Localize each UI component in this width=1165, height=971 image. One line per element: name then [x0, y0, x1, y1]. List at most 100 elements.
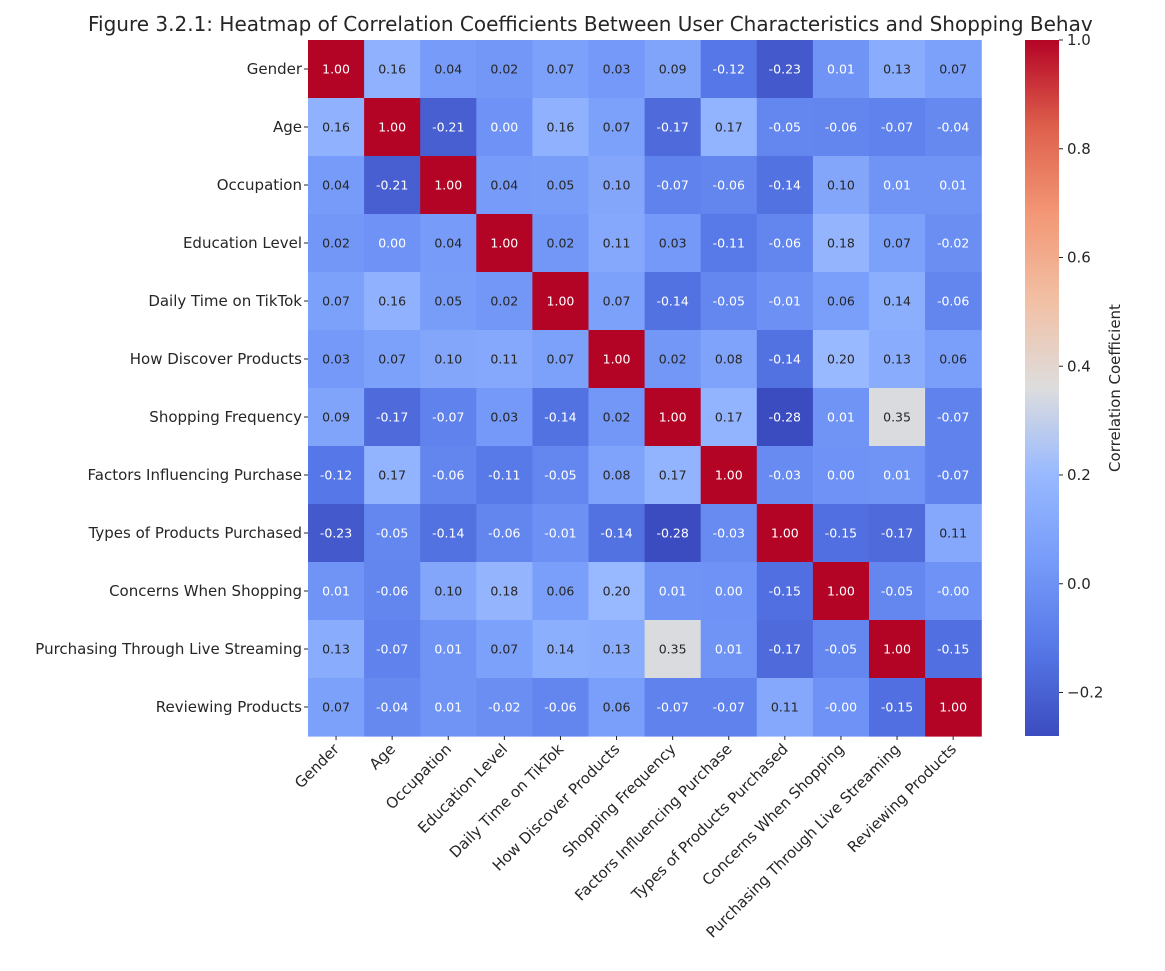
heatmap-cell — [532, 446, 590, 505]
heatmap-cell — [532, 562, 590, 621]
cell-value-label: 0.05 — [434, 294, 462, 309]
heatmap-cell — [925, 272, 982, 331]
heatmap-cell — [869, 504, 926, 563]
cell-value-label: -0.15 — [769, 584, 801, 599]
cell-value-label: 0.01 — [434, 700, 462, 715]
cell-value-label: 0.20 — [603, 584, 631, 599]
cell-value-label: -0.15 — [937, 642, 969, 657]
cell-value-label: 0.05 — [547, 178, 575, 193]
heatmap-cell — [476, 214, 533, 273]
y-tick-label: Purchasing Through Live Streaming — [35, 640, 302, 658]
cell-value-label: 1.00 — [827, 584, 855, 599]
heatmap-cell — [420, 156, 477, 215]
heatmap-cell — [700, 156, 758, 215]
heatmap-cell — [700, 214, 758, 273]
heatmap-cell — [420, 388, 477, 447]
cell-value-label: 1.00 — [883, 642, 911, 657]
heatmap-cell — [925, 330, 982, 389]
heatmap-cell — [700, 446, 758, 505]
cell-value-label: 1.00 — [603, 352, 631, 367]
heatmap-cell — [308, 388, 365, 447]
heatmap-cell — [756, 562, 814, 621]
cell-value-label: -0.28 — [769, 410, 801, 425]
cell-value-label: 0.10 — [603, 178, 631, 193]
cell-value-label: 0.13 — [603, 642, 631, 657]
heatmap-cell — [588, 40, 646, 99]
cell-value-label: -0.07 — [656, 178, 688, 193]
heatmap-cell — [756, 98, 814, 157]
heatmap-cell — [644, 388, 702, 447]
cell-value-label: -0.06 — [544, 700, 576, 715]
heatmap-cell — [420, 504, 477, 563]
heatmap-cell — [756, 388, 814, 447]
cell-value-label: -0.21 — [376, 178, 408, 193]
cell-value-label: 0.06 — [939, 352, 967, 367]
colorbar-tick-label: 0.4 — [1067, 357, 1091, 375]
heatmap-cell — [476, 330, 533, 389]
heatmap-cell — [644, 40, 702, 99]
heatmap-cell — [588, 446, 646, 505]
heatmap-cell — [588, 620, 646, 679]
cell-value-label: 0.35 — [659, 642, 687, 657]
colorbar-tick-label: 0.0 — [1067, 575, 1091, 593]
heatmap-cell — [869, 620, 926, 679]
heatmap-cell — [308, 620, 365, 679]
colorbar-tick-label: −0.2 — [1067, 684, 1103, 702]
cell-value-label: 0.20 — [827, 352, 855, 367]
cell-value-label: -0.07 — [376, 642, 408, 657]
heatmap-cell — [644, 562, 702, 621]
heatmap-cell — [532, 40, 590, 99]
cell-value-label: 0.08 — [603, 468, 631, 483]
cell-value-label: 0.01 — [939, 178, 967, 193]
cell-value-label: 0.01 — [434, 642, 462, 657]
heatmap-cell — [420, 446, 477, 505]
heatmap-cell — [364, 272, 421, 331]
heatmap-cell — [812, 388, 870, 447]
cell-value-label: -0.07 — [937, 468, 969, 483]
heatmap-cell — [812, 620, 870, 679]
cell-value-label: -0.07 — [713, 700, 745, 715]
cell-value-label: -0.15 — [825, 526, 857, 541]
heatmap-cell — [532, 98, 590, 157]
cell-value-label: 0.01 — [322, 584, 350, 599]
cell-value-label: -0.05 — [376, 526, 408, 541]
cell-value-label: -0.12 — [713, 62, 745, 77]
heatmap-cell — [700, 388, 758, 447]
cell-value-label: -0.03 — [769, 468, 801, 483]
heatmap-cell — [700, 562, 758, 621]
heatmap-cell — [532, 156, 590, 215]
colorbar-tick-label: 0.6 — [1067, 249, 1091, 267]
heatmap-cell — [532, 388, 590, 447]
cell-value-label: -0.00 — [937, 584, 969, 599]
cell-value-label: -0.28 — [656, 526, 688, 541]
cell-value-label: 0.08 — [715, 352, 743, 367]
heatmap-cell — [812, 678, 870, 737]
heatmap-cell — [756, 40, 814, 99]
heatmap-cell — [476, 504, 533, 563]
x-tick-label: Age — [366, 740, 399, 773]
cell-value-label: 1.00 — [547, 294, 575, 309]
y-tick-label: Occupation — [217, 176, 302, 194]
cell-value-label: 0.04 — [490, 178, 518, 193]
heatmap-cell — [812, 504, 870, 563]
y-tick-label: Factors Influencing Purchase — [88, 466, 302, 484]
heatmap-cell — [925, 504, 982, 563]
cell-value-label: 0.11 — [939, 526, 967, 541]
cell-value-label: -0.04 — [937, 120, 969, 135]
cell-value-label: 0.11 — [490, 352, 518, 367]
heatmap-cell — [644, 446, 702, 505]
heatmap-cell — [476, 98, 533, 157]
heatmap-cell — [869, 446, 926, 505]
heatmap-cell — [364, 504, 421, 563]
heatmap-cell — [364, 330, 421, 389]
heatmap-cell — [756, 156, 814, 215]
heatmap-cell — [925, 620, 982, 679]
heatmap-cell — [420, 98, 477, 157]
cell-value-label: 0.17 — [378, 468, 406, 483]
cell-value-label: 0.10 — [434, 584, 462, 599]
heatmap-cell — [700, 678, 758, 737]
colorbar-tick-label: 1.0 — [1067, 31, 1091, 49]
cell-value-label: 0.10 — [434, 352, 462, 367]
cell-value-label: -0.02 — [488, 700, 520, 715]
cell-value-label: 0.07 — [547, 352, 575, 367]
